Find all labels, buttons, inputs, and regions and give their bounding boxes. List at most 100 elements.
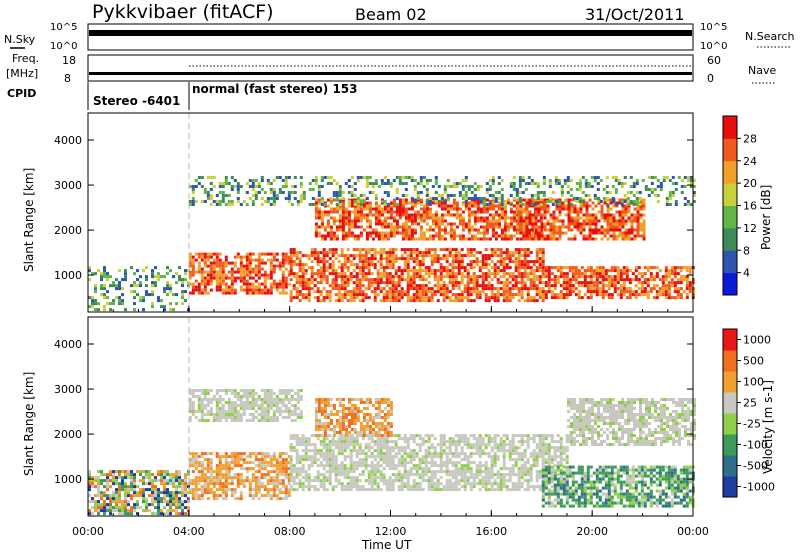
echo-cell xyxy=(505,293,509,297)
echo-cell xyxy=(233,464,237,468)
echo-cell xyxy=(145,266,148,270)
echo-cell xyxy=(191,267,195,271)
echo-cell xyxy=(230,455,234,459)
echo-cell xyxy=(227,194,231,197)
echo-cell xyxy=(478,275,482,279)
echo-cell xyxy=(136,512,139,516)
echo-cell xyxy=(534,237,538,241)
echo-cell xyxy=(401,228,405,232)
echo-cell xyxy=(317,210,321,214)
echo-cell xyxy=(406,293,410,297)
echo-cell xyxy=(349,260,353,264)
echo-cell xyxy=(454,293,458,297)
echo-cell xyxy=(175,473,178,477)
echo-cell xyxy=(100,503,103,507)
echo-cell xyxy=(407,228,411,232)
echo-cell xyxy=(151,293,154,297)
echo-cell xyxy=(640,287,644,291)
echo-cell xyxy=(295,281,299,285)
echo-cell xyxy=(562,266,566,270)
echo-cell xyxy=(239,419,243,422)
station-title: Pykkvibaer (fitACF) xyxy=(92,1,274,23)
echo-cell xyxy=(290,185,294,188)
echo-cell xyxy=(136,491,139,495)
echo-cell xyxy=(383,222,387,226)
echo-cell xyxy=(428,210,432,214)
echo-cell xyxy=(230,261,234,265)
echo-cell xyxy=(491,225,495,229)
echo-cell xyxy=(275,482,279,486)
nave-tick-bottom: 0 xyxy=(707,72,714,85)
echo-cell xyxy=(664,296,668,300)
echo-cell xyxy=(242,389,246,392)
echo-cell xyxy=(415,290,419,294)
echo-cell xyxy=(347,231,351,235)
echo-cell xyxy=(298,251,302,255)
echo-cell xyxy=(124,506,127,510)
echo-cell xyxy=(142,299,145,303)
echo-cell xyxy=(469,263,473,267)
echo-cell xyxy=(175,512,178,516)
echo-cell xyxy=(397,275,401,279)
echo-cell xyxy=(215,401,219,404)
echo-cell xyxy=(245,395,249,398)
echo-cell xyxy=(529,269,533,273)
echo-cell xyxy=(579,225,583,229)
echo-cell xyxy=(534,228,538,232)
echo-cell xyxy=(493,251,497,255)
echo-cell xyxy=(172,482,175,486)
echo-cell xyxy=(272,270,276,274)
echo-cell xyxy=(622,284,626,288)
echo-cell xyxy=(422,185,426,188)
echo-cell xyxy=(425,188,429,191)
echo-cell xyxy=(567,213,571,217)
echo-cell xyxy=(367,269,371,273)
echo-cell xyxy=(299,413,303,416)
echo-cell xyxy=(505,266,509,270)
echo-cell xyxy=(157,473,160,477)
echo-cell xyxy=(257,407,261,410)
echo-cell xyxy=(398,231,402,235)
echo-cell xyxy=(410,179,414,182)
echo-cell xyxy=(224,258,228,262)
echo-cell xyxy=(428,225,432,229)
echo-cell xyxy=(589,278,593,282)
echo-cell xyxy=(634,266,638,270)
echo-cell xyxy=(421,260,425,264)
echo-cell xyxy=(598,272,602,276)
echo-cell xyxy=(289,458,293,462)
echo-cell xyxy=(605,176,609,179)
echo-cell xyxy=(502,284,506,288)
echo-cell xyxy=(567,225,571,229)
echo-cell xyxy=(281,282,285,286)
echo-cell xyxy=(281,470,285,474)
echo-cell xyxy=(94,494,97,498)
echo-cell xyxy=(364,278,368,282)
echo-cell xyxy=(236,497,240,501)
echo-cell xyxy=(540,237,544,241)
echo-cell xyxy=(260,419,264,422)
echo-cell xyxy=(622,290,626,294)
echo-cell xyxy=(415,293,419,297)
echo-cell xyxy=(541,287,545,291)
echo-cell xyxy=(439,275,443,279)
echo-cell xyxy=(224,255,228,259)
echo-cell xyxy=(367,284,371,288)
echo-cell xyxy=(421,290,425,294)
echo-cell xyxy=(517,275,521,279)
echo-cell xyxy=(554,179,558,182)
echo-cell xyxy=(313,251,317,255)
echo-cell xyxy=(242,410,246,413)
echo-cell xyxy=(431,201,435,205)
echo-cell xyxy=(275,464,279,468)
echo-cell xyxy=(633,234,637,238)
echo-cell xyxy=(191,494,195,498)
echo-cell xyxy=(496,272,500,276)
echo-cell xyxy=(469,266,473,270)
echo-cell xyxy=(523,269,527,273)
echo-cell xyxy=(298,266,302,270)
echo-cell xyxy=(160,473,163,477)
echo-cell xyxy=(461,188,465,191)
echo-cell xyxy=(532,281,536,285)
echo-cell xyxy=(385,272,389,276)
